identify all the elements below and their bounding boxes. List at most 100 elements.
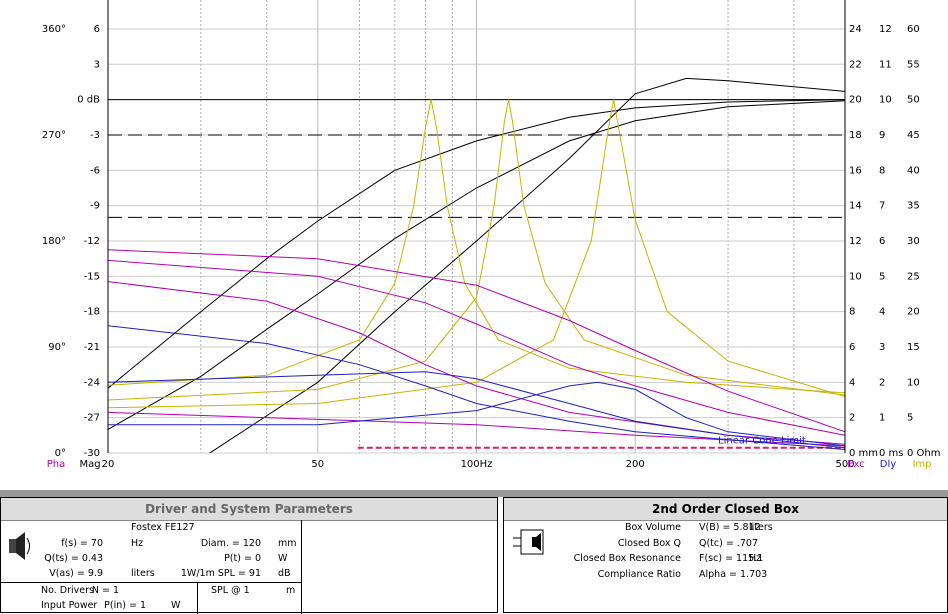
annotation: Linear Cone Limit bbox=[718, 436, 806, 447]
y-tick-label: 3 bbox=[879, 342, 885, 353]
unit: liters bbox=[131, 568, 155, 579]
y-tick-label: 5 bbox=[879, 271, 885, 282]
unit: mm bbox=[278, 538, 297, 549]
y-tick-label: -24 bbox=[84, 377, 100, 388]
y-tick-label: 22 bbox=[849, 59, 862, 70]
y-tick-label: -6 bbox=[90, 165, 100, 176]
y-tick-label: 0 Ohm bbox=[907, 448, 941, 459]
speaker-icon bbox=[9, 532, 30, 560]
curve bbox=[108, 381, 845, 447]
curve bbox=[108, 371, 845, 449]
param: V(as) = 9.9 bbox=[49, 568, 103, 579]
param-label: Closed Box Q bbox=[617, 537, 681, 549]
param-label: Closed Box Resonance bbox=[573, 553, 681, 564]
param: 1W/1m SPL = 91 bbox=[180, 568, 261, 579]
unit: W bbox=[171, 600, 181, 611]
param-label: Compliance Ratio bbox=[597, 568, 681, 580]
y-tick-label: 16 bbox=[849, 165, 862, 176]
unit: m bbox=[286, 585, 296, 596]
param: V(B) = 5.812 bbox=[699, 522, 761, 533]
x-tick-label: 200 bbox=[626, 459, 645, 470]
y-tick-label: 10 bbox=[907, 377, 920, 388]
param: Q(tc) = .707 bbox=[699, 537, 758, 549]
y-tick-label: 9 bbox=[879, 130, 885, 141]
param: P(in) = 1 bbox=[104, 600, 146, 611]
y-tick-label: 180° bbox=[42, 236, 66, 247]
divider bbox=[197, 582, 198, 614]
y-tick-label: 1 bbox=[879, 413, 885, 424]
axis-name: Pha bbox=[47, 459, 66, 470]
param: Q(ts) = 0.43 bbox=[44, 553, 103, 564]
curve bbox=[108, 99, 845, 401]
y-tick-label: 15 bbox=[907, 342, 920, 353]
y-tick-label: 7 bbox=[879, 201, 885, 212]
unit: W bbox=[278, 553, 288, 564]
y-tick-label: 2 bbox=[849, 413, 855, 424]
y-tick-label: 40 bbox=[907, 165, 920, 176]
y-tick-label: 60 bbox=[907, 24, 920, 35]
y-tick-label: 45 bbox=[907, 130, 920, 141]
y-tick-label: 10 bbox=[849, 271, 862, 282]
y-tick-label: 8 bbox=[849, 307, 855, 318]
param-label: Box Volume bbox=[624, 522, 681, 533]
box-panel: 2nd Order Closed Box Box Volume V(B) = 5.… bbox=[503, 497, 948, 613]
driver-name: Fostex FE127 bbox=[131, 522, 195, 533]
y-tick-label: 0 dB bbox=[77, 95, 100, 106]
divider bbox=[301, 520, 302, 614]
y-tick-label: 10 bbox=[879, 95, 892, 106]
param: SPL @ 1 bbox=[211, 585, 250, 596]
y-tick-label: 55 bbox=[907, 59, 920, 70]
y-tick-label: 2 bbox=[879, 377, 885, 388]
y-tick-label: -27 bbox=[84, 413, 100, 424]
y-tick-label: 0 mm bbox=[849, 448, 878, 459]
y-tick-label: 0° bbox=[55, 448, 66, 459]
unit: liters bbox=[749, 522, 773, 533]
x-tick-label: 500 bbox=[835, 459, 854, 470]
y-tick-label: 360° bbox=[42, 24, 66, 35]
box-icon bbox=[513, 529, 544, 555]
param-label: Input Power bbox=[41, 600, 98, 611]
axis-name: Mag bbox=[79, 459, 100, 470]
y-tick-label: 0 ms bbox=[879, 448, 904, 459]
y-tick-label: 14 bbox=[849, 201, 862, 212]
y-tick-label: 12 bbox=[879, 24, 892, 35]
y-tick-label: 20 bbox=[907, 307, 920, 318]
param: N = 1 bbox=[91, 585, 119, 596]
param: Diam. = 120 bbox=[200, 538, 261, 549]
panel-title: Driver and System Parameters bbox=[1, 498, 497, 521]
curve bbox=[108, 99, 845, 389]
driver-panel: Driver and System Parameters Fostex FE12… bbox=[0, 497, 498, 614]
y-tick-label: 24 bbox=[849, 24, 862, 35]
axis-name: Imp bbox=[912, 459, 931, 470]
y-tick-label: 8 bbox=[879, 165, 885, 176]
unit: Hz bbox=[749, 553, 762, 564]
param: f(s) = 70 bbox=[61, 538, 103, 549]
y-tick-label: -3 bbox=[90, 130, 100, 141]
y-tick-label: 3 bbox=[94, 59, 100, 70]
y-tick-label: 6 bbox=[849, 342, 855, 353]
unit: Hz bbox=[131, 538, 144, 549]
y-tick-label: 5 bbox=[907, 413, 913, 424]
curve bbox=[108, 99, 845, 394]
y-tick-label: -9 bbox=[90, 201, 100, 212]
x-tick-label: 50 bbox=[311, 459, 324, 470]
curve bbox=[108, 99, 845, 409]
y-tick-label: 6 bbox=[879, 236, 885, 247]
y-tick-label: 25 bbox=[907, 271, 920, 282]
divider bbox=[1, 582, 301, 583]
axis-name: Dly bbox=[880, 459, 896, 470]
x-tick-label: 20 bbox=[102, 459, 115, 470]
y-tick-label: -21 bbox=[84, 342, 100, 353]
param: P(t) = 0 bbox=[224, 553, 261, 564]
y-tick-label: 6 bbox=[94, 24, 100, 35]
y-tick-label: 50 bbox=[907, 95, 920, 106]
y-tick-label: -15 bbox=[84, 271, 100, 282]
curve bbox=[108, 100, 845, 430]
param-label: No. Drivers bbox=[41, 585, 94, 596]
panel-title: 2nd Order Closed Box bbox=[504, 498, 947, 521]
y-tick-label: 30 bbox=[907, 236, 920, 247]
y-tick-label: 20 bbox=[849, 95, 862, 106]
param: F(sc) = 115.1 bbox=[699, 553, 764, 564]
axis-name: Exc bbox=[847, 459, 865, 470]
